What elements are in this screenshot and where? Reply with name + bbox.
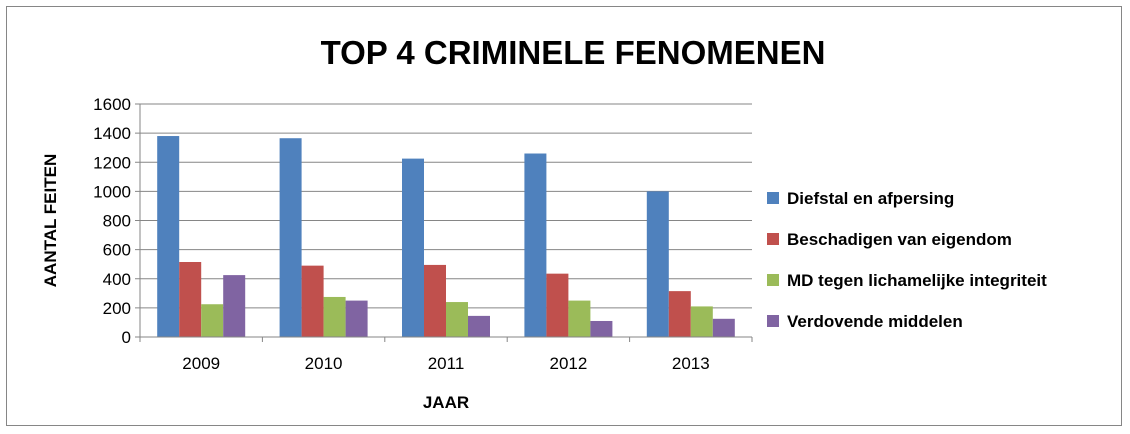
bar-md-tegen-lichamelijke-integriteit-2012 [568,300,591,337]
x-tick-label: 2010 [305,354,343,373]
legend-label: Beschadigen van eigendom [787,230,1012,249]
x-tick-label: 2009 [182,354,220,373]
legend-swatch [767,233,779,245]
bar-md-tegen-lichamelijke-integriteit-2013 [690,306,713,337]
x-axis-ticks: 2009 2010 2011 2012 2013 [139,337,753,373]
x-tick-label: 2012 [549,354,587,373]
bar-md-tegen-lichamelijke-integriteit-2009 [201,304,224,337]
y-tick-label: 0 [122,328,131,347]
y-tick-label: 1000 [93,182,131,201]
bar-series [157,136,735,337]
legend-swatch [767,315,779,327]
bar-beschadigen-van-eigendom-2010 [301,265,324,337]
chart-frame [6,6,1122,426]
bar-verdovende-middelen-2011 [468,315,490,337]
bar-md-tegen-lichamelijke-integriteit-2010 [323,296,346,337]
bar-beschadigen-van-eigendom-2009 [179,262,202,337]
legend-swatch [767,274,779,286]
y-tick-label: 1200 [93,153,131,172]
bar-diefstal-en-afpersing-2012 [524,153,547,337]
bar-beschadigen-van-eigendom-2012 [546,273,569,337]
legend-label: Verdovende middelen [787,312,963,331]
bar-md-tegen-lichamelijke-integriteit-2011 [446,302,468,337]
y-tick-label: 400 [103,270,131,289]
x-tick-label: 2011 [428,354,465,373]
y-axis-ticks: 0 200 400 600 800 1000 1200 1400 1600 [93,95,140,347]
bar-beschadigen-van-eigendom-2011 [424,264,446,337]
legend: Diefstal en afpersing Beschadigen van eig… [767,189,1047,331]
y-tick-label: 1600 [93,95,131,114]
bar-verdovende-middelen-2010 [345,300,368,337]
legend-label: MD tegen lichamelijke integriteit [787,271,1047,290]
legend-label: Diefstal en afpersing [787,189,954,208]
x-axis-title: JAAR [423,393,469,412]
bar-verdovende-middelen-2009 [223,275,246,337]
bar-diefstal-en-afpersing-2013 [646,191,669,337]
bar-beschadigen-van-eigendom-2013 [668,291,691,337]
x-tick-label: 2013 [672,354,710,373]
bar-diefstal-en-afpersing-2009 [157,136,180,337]
bar-diefstal-en-afpersing-2011 [402,158,424,337]
bar-verdovende-middelen-2013 [712,318,735,337]
y-tick-label: 600 [103,241,131,260]
y-tick-label: 1400 [93,124,131,143]
y-axis-title: AANTAL FEITEN [41,154,60,287]
chart-title: TOP 4 CRIMINELE FENOMENEN [321,34,826,71]
y-tick-label: 800 [103,212,131,231]
bar-diefstal-en-afpersing-2010 [279,138,302,337]
y-tick-label: 200 [103,299,131,318]
bar-verdovende-middelen-2012 [590,320,613,337]
legend-swatch [767,192,779,204]
